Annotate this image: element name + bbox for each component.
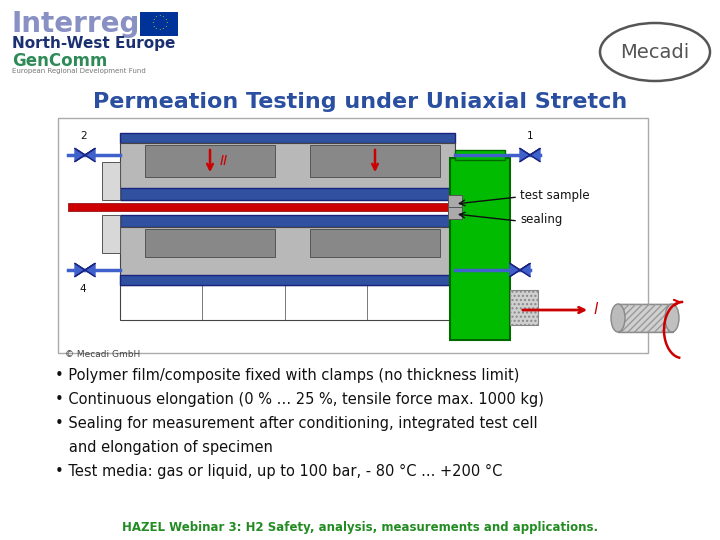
Bar — [450, 158, 510, 340]
Polygon shape — [520, 264, 530, 276]
Bar — [618, 304, 673, 332]
Bar — [120, 133, 455, 143]
Bar — [120, 275, 455, 285]
Text: ·: · — [154, 14, 157, 23]
Polygon shape — [530, 148, 540, 161]
Polygon shape — [85, 264, 95, 276]
Text: Permeation Testing under Uniaxial Stretch: Permeation Testing under Uniaxial Stretc… — [93, 92, 627, 112]
Bar — [448, 207, 462, 219]
Text: 4: 4 — [80, 284, 86, 294]
Text: sealing: sealing — [520, 213, 562, 226]
Text: ·: · — [158, 12, 161, 22]
Bar — [58, 118, 648, 353]
Text: ·: · — [161, 25, 164, 35]
Bar — [120, 215, 455, 227]
Ellipse shape — [611, 304, 625, 332]
Text: 3: 3 — [492, 284, 498, 294]
Bar — [102, 162, 120, 200]
Text: Mecadi: Mecadi — [621, 43, 690, 62]
Text: ·: · — [154, 25, 157, 35]
Bar — [145, 229, 275, 257]
Bar — [120, 188, 455, 200]
Bar — [448, 195, 462, 207]
Text: II: II — [220, 154, 228, 168]
Text: l: l — [593, 302, 598, 318]
Text: ·: · — [152, 16, 154, 25]
Text: ·: · — [163, 23, 166, 32]
Text: HAZEL Webinar 3: H2 Safety, analysis, measurements and applications.: HAZEL Webinar 3: H2 Safety, analysis, me… — [122, 521, 598, 534]
Bar — [120, 143, 455, 200]
Bar — [455, 150, 505, 160]
Text: ·: · — [165, 19, 167, 29]
Ellipse shape — [665, 304, 679, 332]
Bar — [120, 227, 455, 285]
Text: test sample: test sample — [520, 190, 590, 202]
Text: 1: 1 — [527, 131, 534, 141]
Polygon shape — [75, 264, 85, 276]
Text: • Sealing for measurement after conditioning, integrated test cell: • Sealing for measurement after conditio… — [55, 416, 538, 431]
Text: 2: 2 — [81, 131, 87, 141]
Polygon shape — [85, 148, 95, 161]
Polygon shape — [510, 264, 520, 276]
Polygon shape — [75, 148, 85, 161]
Bar — [68, 203, 455, 211]
Text: and elongation of specimen: and elongation of specimen — [55, 440, 273, 455]
Text: ·: · — [161, 14, 164, 23]
Bar — [310, 145, 440, 177]
Polygon shape — [520, 148, 530, 161]
Bar — [145, 145, 275, 177]
Text: • Continuous elongation (0 % … 25 %, tensile force max. 1000 kg): • Continuous elongation (0 % … 25 %, ten… — [55, 392, 544, 407]
Text: ·: · — [150, 19, 153, 29]
Text: North-West Europe: North-West Europe — [12, 36, 176, 51]
Text: GenComm: GenComm — [12, 52, 107, 70]
Bar — [140, 12, 178, 36]
Text: • Polymer film/composite fixed with clamps (no thickness limit): • Polymer film/composite fixed with clam… — [55, 368, 519, 383]
Text: ·: · — [158, 26, 161, 36]
Text: Interreg: Interreg — [12, 10, 140, 38]
Text: European Regional Development Fund: European Regional Development Fund — [12, 68, 145, 74]
Bar — [102, 215, 120, 253]
Bar — [510, 290, 538, 325]
Bar — [310, 229, 440, 257]
Text: ·: · — [152, 23, 154, 32]
Bar — [618, 304, 673, 332]
Text: ·: · — [163, 16, 166, 25]
Bar — [120, 285, 460, 320]
Text: • Test media: gas or liquid, up to 100 bar, - 80 °C ... +200 °C: • Test media: gas or liquid, up to 100 b… — [55, 464, 503, 479]
Text: © Mecadi GmbH: © Mecadi GmbH — [65, 350, 140, 359]
